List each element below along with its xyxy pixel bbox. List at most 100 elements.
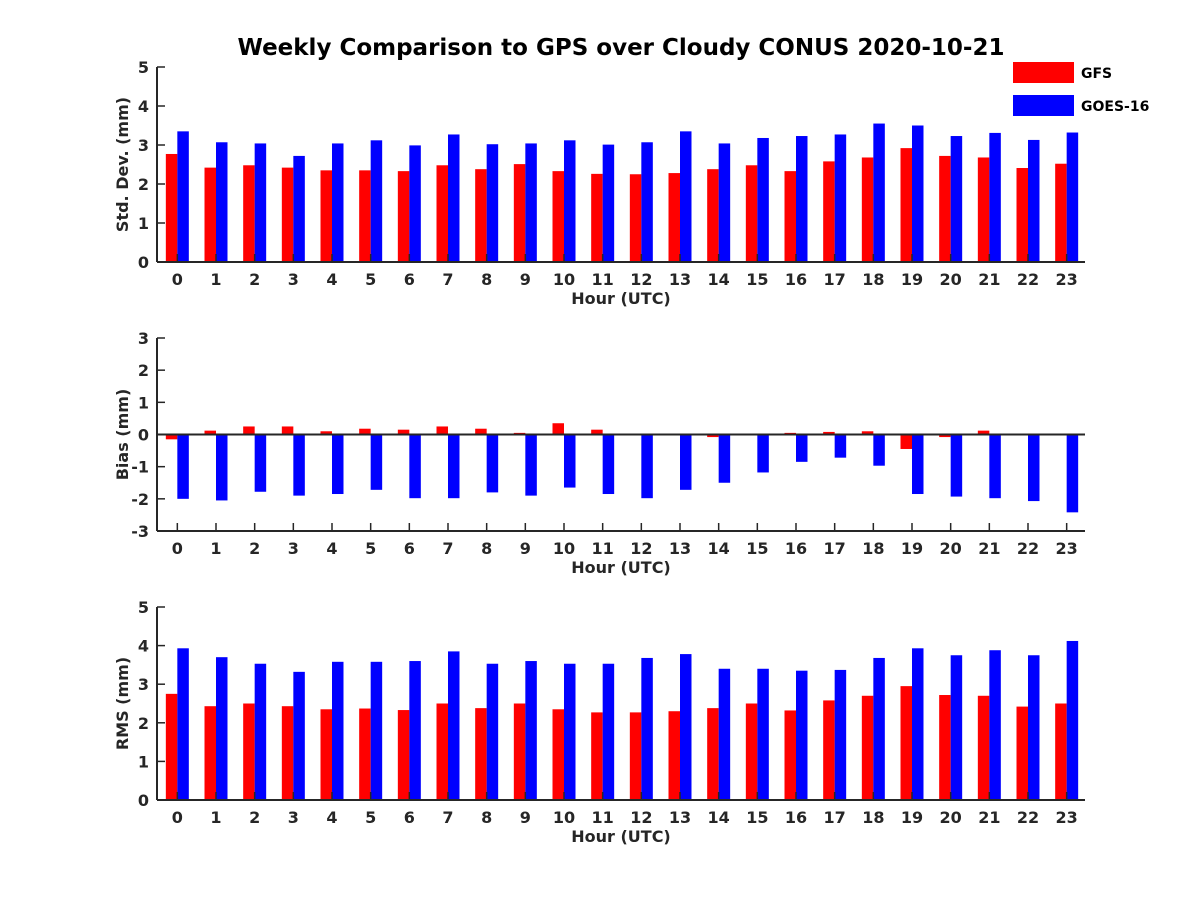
bias-x-tick-label-2: 2 [249,539,260,558]
rms-x-tick-label-7: 7 [442,808,453,827]
std-dev-bar-gfs-2 [243,165,255,262]
std-dev-bar-goes16-14 [718,143,731,262]
std-dev-bar-goes16-2 [254,143,267,262]
rms-x-tick-label-16: 16 [785,808,807,827]
bias-x-tick-label-14: 14 [708,539,730,558]
rms-bar-goes16-19 [912,648,924,800]
std-dev-bar-goes16-1 [216,142,228,262]
legend-label-gfs: GFS [1081,66,1112,82]
rms-bar-gfs-4 [320,709,332,800]
std-dev-bar-gfs-21 [977,157,990,262]
bias-bar-gfs-10 [552,423,564,435]
bias-x-tick-label-13: 13 [669,539,691,558]
bias-x-tick-label-11: 11 [592,539,614,558]
std-dev-bar-goes16-4 [332,143,344,262]
std-dev-bar-gfs-12 [629,174,642,262]
rms-x-tick-label-3: 3 [288,808,299,827]
rms-bar-gfs-0 [165,693,178,800]
std-dev-bar-goes16-23 [1066,132,1079,262]
std-dev-x-tick-label-2: 2 [249,270,260,289]
bias-bar-goes16-1 [216,434,228,501]
rms-bar-goes16-3 [293,671,305,800]
rms-bar-gfs-17 [823,700,835,800]
std-dev-bar-goes16-7 [448,134,460,262]
rms-bar-goes16-11 [602,663,615,800]
rms-x-tick-label-23: 23 [1056,808,1078,827]
rms-x-tick-label-0: 0 [172,808,183,827]
rms-y-tick-label-1: 1 [138,752,149,771]
bias-x-tick-label-6: 6 [404,539,415,558]
std-dev-bar-gfs-19 [900,148,912,262]
legend-swatch-goes16 [1013,95,1074,116]
bias-x-tick-label-7: 7 [442,539,453,558]
std-dev-x-tick-label-16: 16 [785,270,807,289]
std-dev-bar-goes16-20 [950,136,963,262]
std-dev-x-tick-label-23: 23 [1056,270,1078,289]
bias-bar-gfs-1 [204,430,216,435]
rms-bar-gfs-1 [204,706,216,800]
std-dev-y-tick-label-1: 1 [138,214,149,233]
bias-bar-gfs-18 [861,431,874,435]
bias-bar-gfs-0 [165,434,178,440]
std-dev-x-tick-label-6: 6 [404,270,415,289]
std-dev-x-tick-label-4: 4 [326,270,337,289]
bias-bar-gfs-5 [359,428,371,435]
rms-x-tick-label-4: 4 [326,808,337,827]
rms-bar-gfs-18 [861,695,874,800]
std-dev-bar-gfs-23 [1055,163,1067,262]
std-dev-x-tick-label-15: 15 [746,270,768,289]
bias-x-tick-label-22: 22 [1017,539,1039,558]
rms-x-tick-label-2: 2 [249,808,260,827]
bias-bar-goes16-13 [680,434,692,490]
std-dev-bar-goes16-16 [796,136,808,262]
rms-x-tick-label-12: 12 [630,808,652,827]
rms-bar-goes16-4 [332,661,344,800]
bias-bar-gfs-11 [591,429,603,435]
bias-bar-goes16-16 [796,434,808,462]
rms-bar-gfs-8 [475,708,487,800]
std-dev-bar-goes16-22 [1028,139,1040,262]
rms-x-tick-label-19: 19 [901,808,923,827]
bias-y-tick-label--2: -2 [131,490,149,509]
std-dev-x-tick-label-18: 18 [862,270,884,289]
std-dev-bar-gfs-15 [745,165,758,262]
std-dev-x-tick-label-21: 21 [978,270,1000,289]
bias-x-tick-label-23: 23 [1056,539,1078,558]
bias-bar-gfs-17 [823,431,835,435]
rms-bar-goes16-2 [254,663,267,800]
bias-x-tick-label-4: 4 [326,539,337,558]
rms-bar-gfs-21 [977,695,990,800]
bias-x-tick-label-20: 20 [940,539,962,558]
bias-y-tick-label--3: -3 [131,522,149,541]
rms-x-tick-label-14: 14 [708,808,730,827]
std-dev-bar-gfs-18 [861,157,874,262]
legend-swatch-gfs [1013,62,1074,83]
bias-bar-gfs-14 [707,434,719,438]
rms-bar-goes16-9 [525,661,537,800]
bias-bar-goes16-11 [602,434,615,495]
bias-bar-goes16-22 [1028,434,1040,502]
bias-bar-gfs-20 [939,434,951,438]
std-dev-x-tick-label-8: 8 [481,270,492,289]
std-dev-bar-gfs-0 [165,153,178,262]
bias-y-tick-label-3: 3 [138,329,149,348]
rms-bar-goes16-14 [718,668,731,800]
std-dev-bar-gfs-13 [668,173,680,262]
bias-x-tick-label-9: 9 [520,539,531,558]
std-dev-x-tick-label-17: 17 [824,270,846,289]
bias-bar-gfs-3 [281,426,294,435]
rms-x-tick-label-13: 13 [669,808,691,827]
rms-bar-goes16-0 [177,648,189,800]
std-dev-bar-gfs-16 [784,171,796,262]
bias-x-tick-label-3: 3 [288,539,299,558]
std-dev-bar-goes16-3 [293,155,305,262]
std-dev-bar-gfs-1 [204,167,216,262]
rms-x-tick-label-10: 10 [553,808,575,827]
bias-bar-goes16-12 [641,434,653,499]
bias-x-tick-label-5: 5 [365,539,376,558]
std-dev-y-tick-label-3: 3 [138,136,149,155]
